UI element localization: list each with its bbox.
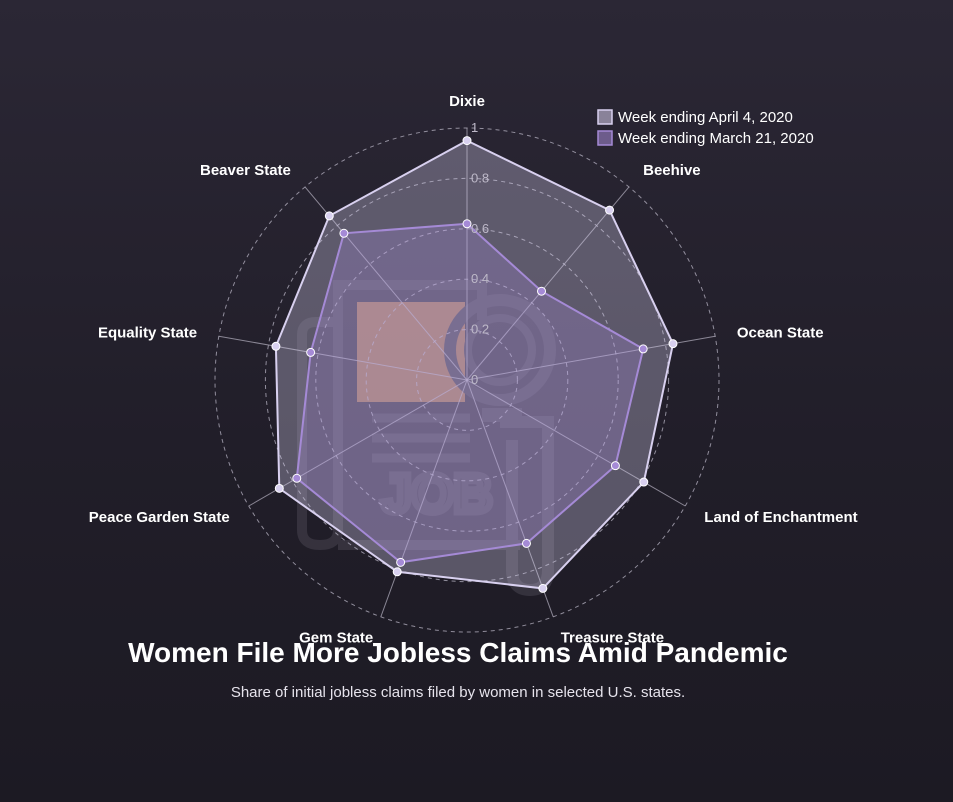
series-0-point-5[interactable] (392, 567, 402, 577)
series-area-1 (295, 222, 645, 564)
spoke-4 (466, 379, 554, 617)
category-label-5: Gem State (299, 629, 373, 646)
spoke-6 (248, 379, 468, 507)
tick-label-1: 0.2 (471, 322, 489, 337)
category-label-2: Ocean State (737, 324, 824, 341)
legend-label-1[interactable]: Week ending March 21, 2020 (618, 130, 814, 147)
job-search-icon: JOB (297, 280, 556, 597)
series-0-point-2[interactable] (668, 339, 678, 349)
category-label-7: Equality State (98, 324, 197, 341)
legend-label-0[interactable]: Week ending April 4, 2020 (618, 109, 793, 126)
series-0-point-0[interactable] (462, 136, 472, 146)
spoke-1 (466, 186, 630, 381)
category-label-0: Dixie (449, 93, 485, 110)
tick-label-2: 0.4 (471, 271, 489, 286)
series-0-point-8[interactable] (324, 211, 334, 221)
spoke-5 (380, 379, 468, 617)
series-1-point-7[interactable] (306, 347, 316, 357)
series-0-point-3[interactable] (639, 477, 649, 487)
series-1-point-1[interactable] (537, 286, 547, 296)
svg-text:JOB: JOB (381, 464, 492, 524)
category-label-4: Treasure State (561, 629, 664, 646)
category-label-3: Land of Enchantment (704, 509, 857, 526)
series-1-point-0[interactable] (462, 219, 472, 229)
series-0-point-4[interactable] (538, 583, 548, 593)
tick-label-5: 1 (471, 120, 478, 135)
legend: Week ending April 4, 2020 Week ending Mar… (597, 109, 814, 147)
series-1-point-6[interactable] (292, 473, 302, 483)
series-0-point-6[interactable] (274, 483, 284, 493)
series-0-point-1[interactable] (605, 205, 615, 215)
tick-label-0: 0 (471, 372, 478, 387)
legend-swatch-1 (597, 130, 613, 146)
category-label-1: Beehive (643, 162, 701, 179)
category-label-8: Beaver State (200, 162, 291, 179)
series-1-point-8[interactable] (339, 228, 349, 238)
spoke-7 (218, 335, 468, 381)
series-area-0 (274, 139, 675, 590)
series-1-point-5[interactable] (396, 557, 406, 567)
series-1-point-4[interactable] (521, 538, 531, 548)
series-1-point-3[interactable] (610, 461, 620, 471)
grid-circle-1 (416, 329, 518, 431)
series-1-point-2[interactable] (638, 344, 648, 354)
legend-swatch-0 (597, 109, 613, 125)
series-0-point-7[interactable] (271, 341, 281, 351)
tick-label-4: 0.8 (471, 170, 489, 185)
category-label-6: Peace Garden State (89, 509, 230, 526)
chart-title: Women File More Jobless Claims Amid Pand… (128, 637, 788, 668)
grid-circle-4 (264, 177, 670, 583)
tick-label-3: 0.6 (471, 221, 489, 236)
spoke-3 (466, 379, 686, 507)
chart-subtitle: Share of initial jobless claims filed by… (230, 684, 686, 701)
